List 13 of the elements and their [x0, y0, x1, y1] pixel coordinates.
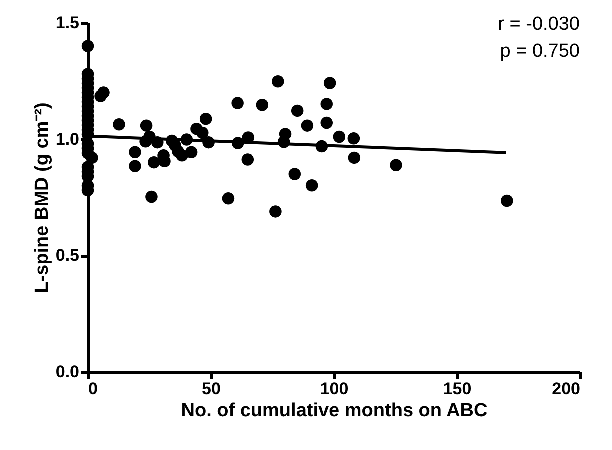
x-tick-label: 0	[88, 380, 98, 398]
annotation: r = -0.030	[498, 14, 580, 35]
y-tick-label: 1.5	[56, 14, 80, 32]
x-tick-label: 200	[552, 380, 580, 398]
x-axis-title: No. of cumulative months on ABC	[181, 400, 488, 422]
y-axis-title: L-spine BMD (g cm⁻²)	[32, 102, 53, 294]
y-tick-label: 1.0	[56, 130, 80, 149]
x-tick-label: 100	[320, 380, 349, 398]
annotation: p = 0.750	[500, 41, 580, 62]
x-tick-label: 150	[443, 380, 472, 398]
y-tick-label: 0.5	[56, 246, 80, 266]
x-tick-label: 50	[202, 380, 221, 398]
y-tick-label: 0.0	[56, 362, 80, 382]
